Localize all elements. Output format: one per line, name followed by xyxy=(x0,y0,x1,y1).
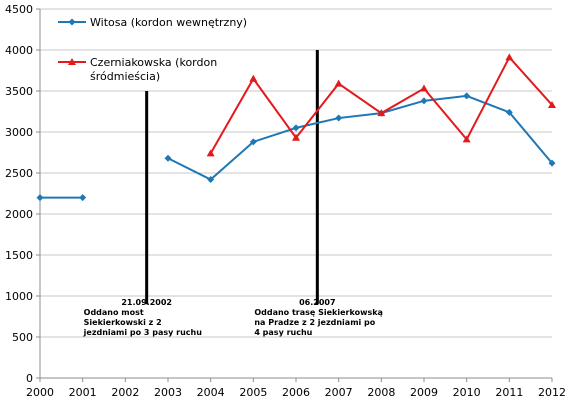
annotation-lines xyxy=(145,50,319,305)
series-line xyxy=(167,94,553,181)
data-point xyxy=(548,100,556,108)
data-point xyxy=(505,53,514,61)
y-tick-label: 4000 xyxy=(5,44,33,57)
x-tick-label: 2006 xyxy=(282,386,310,399)
legend-label: śródmieścia) xyxy=(90,70,160,83)
x-tick-label: 2009 xyxy=(410,386,438,399)
event-description: 4 pasy ruchu xyxy=(254,328,312,337)
data-point xyxy=(79,194,87,202)
data-point xyxy=(207,176,215,184)
y-tick-label: 3500 xyxy=(5,85,33,98)
data-point xyxy=(292,133,300,141)
data-point xyxy=(334,79,343,87)
event-date: 21.09.2002 xyxy=(121,298,172,307)
event-description: Oddano most xyxy=(84,308,144,317)
data-point xyxy=(164,154,172,162)
x-tick-label: 2012 xyxy=(538,386,566,399)
x-tick-label: 2005 xyxy=(239,386,267,399)
x-tick-label: 2007 xyxy=(325,386,353,399)
data-point xyxy=(335,114,343,122)
data-point xyxy=(68,58,76,65)
axes: 0 500 1000 1500 2000 2500 3000 3500 4000 4500 2000… xyxy=(5,3,566,399)
y-tick-label: 1000 xyxy=(5,290,33,303)
series-czerniakowska xyxy=(206,53,556,157)
series-lines xyxy=(36,53,556,202)
data-point xyxy=(462,135,471,143)
y-tick-label: 0 xyxy=(26,372,33,385)
event-date: 06.2007 xyxy=(299,298,335,307)
event-description: na Pradze z 2 jezdniami po xyxy=(254,318,375,327)
x-tick-label: 2000 xyxy=(26,386,54,399)
x-tick-label: 2001 xyxy=(69,386,97,399)
data-point xyxy=(463,92,471,100)
data-point xyxy=(548,159,556,167)
y-tick-label: 2500 xyxy=(5,167,33,180)
x-tick-label: 2008 xyxy=(367,386,395,399)
legend-label: Czerniakowska (kordon xyxy=(90,56,217,69)
legend-label: Witosa (kordon wewnętrzny) xyxy=(90,16,247,29)
x-tick-label: 2002 xyxy=(111,386,139,399)
data-point xyxy=(292,124,300,132)
y-tick-label: 4500 xyxy=(5,3,33,16)
data-point xyxy=(420,84,428,92)
grid-lines xyxy=(40,8,552,338)
data-point xyxy=(249,74,258,82)
data-point xyxy=(420,97,428,105)
x-tick-label: 2004 xyxy=(197,386,225,399)
event-description: Oddano trasę Siekierkowską xyxy=(254,308,383,317)
legend: Witosa (kordon wewnętrzny) Czerniakowska … xyxy=(58,16,247,83)
data-point xyxy=(206,149,215,157)
y-tick-label: 3000 xyxy=(5,126,33,139)
event-description: jezdniami po 3 pasy ruchu xyxy=(83,328,203,337)
data-point xyxy=(68,18,76,26)
data-point xyxy=(505,108,513,116)
x-tick-label: 2003 xyxy=(154,386,182,399)
legend-entry: Witosa (kordon wewnętrzny) xyxy=(58,16,247,29)
event-description: Siekierkowski z 2 xyxy=(84,318,162,327)
x-tick-label: 2010 xyxy=(453,386,481,399)
data-point xyxy=(36,194,44,202)
data-point xyxy=(249,138,257,146)
y-tick-label: 500 xyxy=(12,331,33,344)
series-witosa xyxy=(36,92,556,202)
data-point xyxy=(377,109,386,117)
y-tick-label: 2000 xyxy=(5,208,33,221)
x-tick-label: 2011 xyxy=(495,386,523,399)
y-tick-label: 1500 xyxy=(5,249,33,262)
